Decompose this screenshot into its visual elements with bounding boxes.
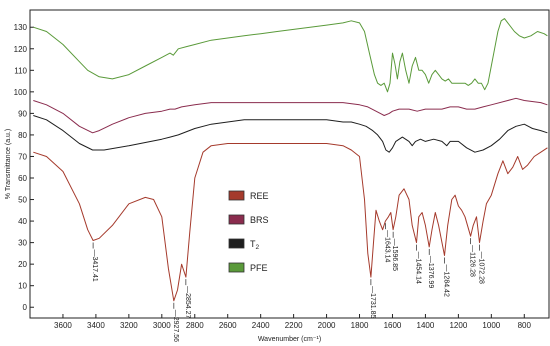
x-tick-label: 2000	[318, 321, 336, 330]
x-tick-label: 2800	[186, 321, 204, 330]
x-tick-label: 3400	[87, 321, 105, 330]
peak-label: —2854.27	[184, 286, 191, 318]
peak-label: —1643.14	[383, 230, 390, 262]
legend-label: PFE	[250, 263, 268, 273]
x-tick-label: 3600	[54, 321, 72, 330]
y-tick-label: 100	[14, 88, 28, 97]
y-tick-label: 80	[18, 131, 27, 140]
series-line-t2	[33, 115, 548, 153]
y-tick-label: 20	[18, 260, 27, 269]
y-tick-label: 130	[14, 23, 28, 32]
legend-swatch	[228, 262, 245, 273]
x-axis-title: Wavenumber (cm⁻¹)	[258, 336, 321, 343]
x-tick-label: 1800	[351, 321, 369, 330]
peak-label: —1376.99	[427, 256, 434, 288]
y-tick-label: 90	[18, 109, 27, 118]
plot-border	[29, 9, 550, 319]
series-group	[33, 18, 548, 302]
x-axis: 3600 3400 3200 3000 2800 2600 2400 2200 2000 1800…	[54, 314, 532, 330]
peak-label: —3417.41	[91, 249, 98, 281]
x-tick-label: 3000	[153, 321, 171, 330]
legend-label: REE	[250, 191, 269, 201]
peak-label: —1454.14	[415, 252, 422, 284]
y-tick-label: 110	[14, 66, 27, 75]
legend-label: BRS	[250, 215, 269, 225]
y-tick-label: 0	[23, 303, 28, 312]
x-tick-label: 2400	[252, 321, 270, 330]
x-tick-label: 800	[518, 321, 532, 330]
peak-label: —2927.56	[172, 310, 179, 342]
legend-swatch	[228, 238, 245, 249]
y-tick-label: 50	[18, 196, 27, 205]
legend-label: T2	[250, 239, 260, 251]
y-tick-label: 120	[14, 45, 28, 54]
x-tick-label: 3200	[120, 321, 138, 330]
peak-label: —1284.42	[443, 265, 450, 297]
y-axis-title: % Transmittance (a.u.)	[5, 129, 12, 199]
series-line-ree	[33, 143, 548, 302]
y-tick-label: 10	[18, 282, 27, 291]
peak-label: —1072.28	[477, 252, 484, 284]
x-tick-label: 1000	[482, 321, 500, 330]
x-tick-label: 2200	[285, 321, 303, 330]
peak-label: —1596.85	[391, 239, 398, 271]
legend: REE BRS T2 PFE	[228, 190, 269, 273]
x-tick-label: 1200	[449, 321, 467, 330]
y-axis: 0 10 20 30 40 50 60 70 80 90 100 110 120 130	[14, 23, 34, 312]
x-tick-label: 1400	[417, 321, 435, 330]
annotation-group: —3417.41 —2927.56 —2854.27 —1731.85 —1643.14…	[91, 223, 484, 342]
y-tick-label: 70	[18, 152, 27, 161]
series-line-pfe	[33, 18, 548, 93]
x-tick-label: 2600	[219, 321, 237, 330]
peak-label: —1731.85	[369, 286, 376, 318]
peak-label: —1126.28	[469, 245, 476, 277]
y-tick-label: 40	[18, 217, 27, 226]
legend-swatch	[228, 214, 245, 225]
legend-swatch	[228, 190, 245, 201]
x-tick-label: 1600	[384, 321, 402, 330]
y-tick-label: 60	[18, 174, 27, 183]
series-line-brs	[33, 97, 548, 134]
plot-frame	[29, 9, 550, 319]
y-tick-label: 30	[18, 239, 27, 248]
